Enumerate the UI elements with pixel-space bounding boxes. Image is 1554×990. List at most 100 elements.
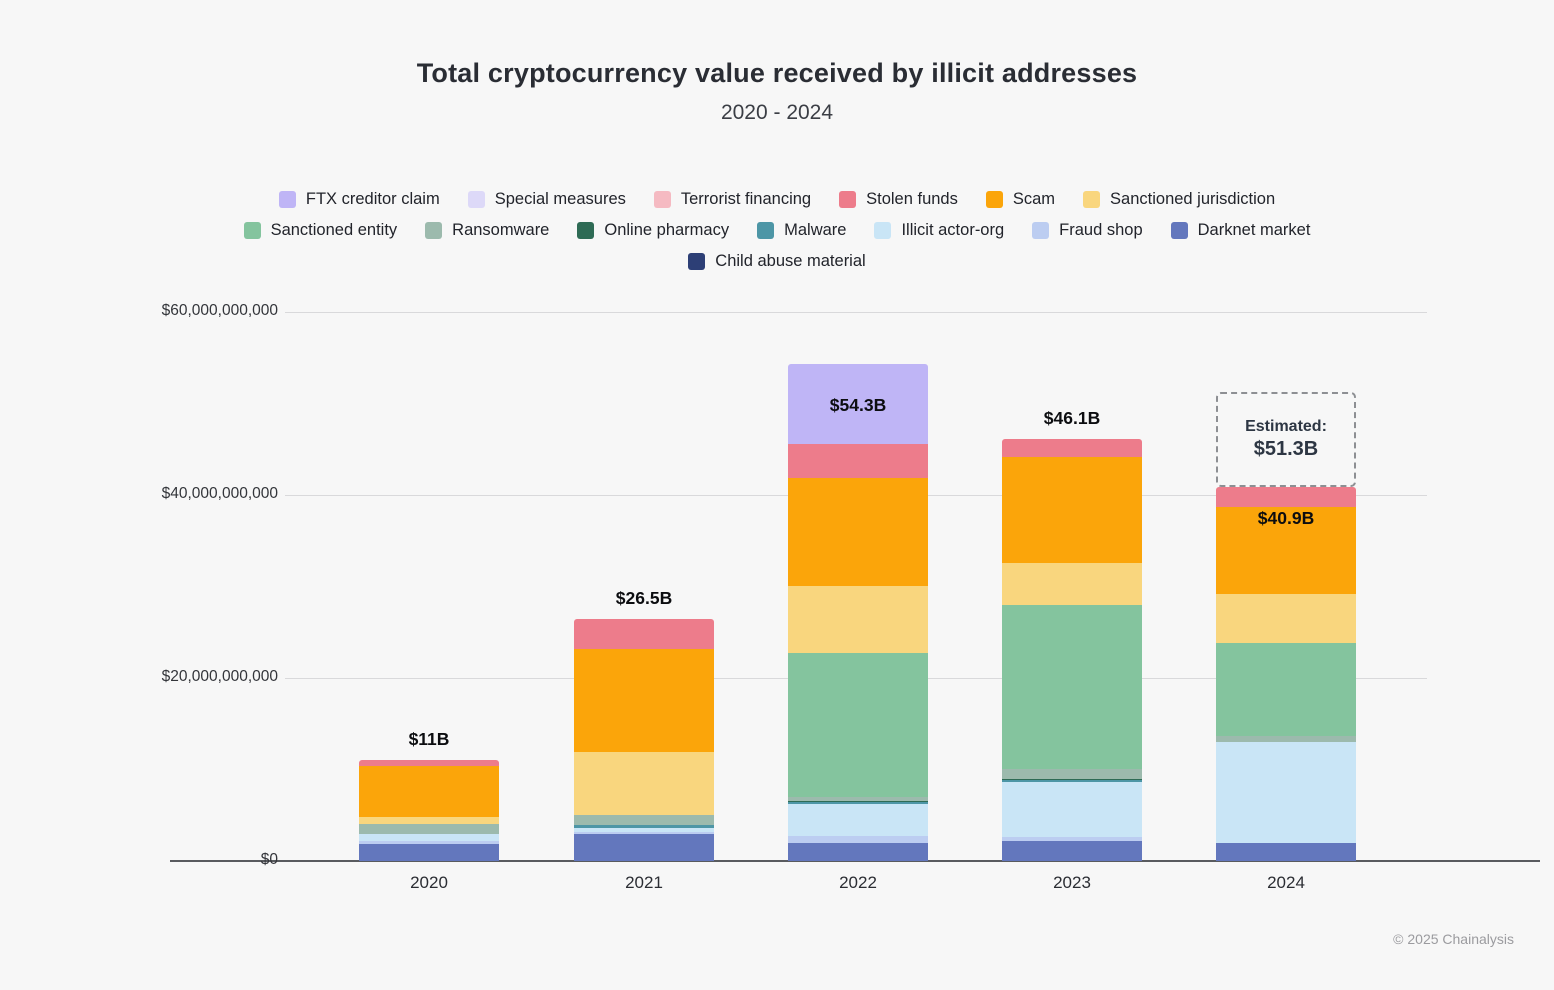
legend-label: Scam [1012,190,1056,208]
bar-segment-2024-sanctioned-jurisdiction[interactable] [1216,593,1356,644]
bar-segment-2024-ransomware[interactable] [1216,735,1356,743]
bar-segment-2021-sanctioned-jurisdiction[interactable] [574,752,714,816]
legend-item-sanctioned-jurisdiction[interactable]: Sanctioned jurisdiction [1083,190,1275,209]
legend-swatch-ransomware [425,222,443,239]
bar-segment-2023-malware[interactable] [1002,780,1142,782]
bar-segment-2020-scam[interactable] [359,765,499,818]
legend-item-child-abuse-material[interactable]: Child abuse material [688,252,866,271]
bar-segment-2022-malware[interactable] [788,802,928,805]
legend-item-online-pharmacy[interactable]: Online pharmacy [577,221,729,240]
legend-item-darknet-market[interactable]: Darknet market [1170,221,1311,240]
legend-label: Special measures [494,190,626,208]
bar-segment-2021-fraud-shop[interactable] [574,832,714,835]
y-axis-tick-label: $40,000,000,000 [161,485,278,502]
legend-swatch-sanctioned-entity [243,222,261,239]
bar-segment-2024-darknet-market[interactable] [1216,842,1356,861]
legend-swatch-malware [757,222,775,239]
chart-title: Total cryptocurrency value received by i… [416,58,1138,88]
y-axis-tick-label: $20,000,000,000 [161,668,278,685]
legend-swatch-online-pharmacy [577,222,595,239]
bar-segment-2022-ftx-creditor-claim[interactable] [788,364,928,444]
legend-item-special-measures[interactable]: Special measures [467,190,626,209]
bar-segment-2020-illicit-actor-org[interactable] [359,834,499,842]
bar-segment-2020-sanctioned-jurisdiction[interactable] [359,817,499,825]
legend-label: Fraud shop [1059,221,1143,239]
legend-item-illicit-actor-org[interactable]: Illicit actor-org [874,221,1004,240]
bar-segment-2022-ransomware[interactable] [788,797,928,802]
legend-row-3: Child abuse material [688,250,866,273]
legend-item-ftx-creditor-claim[interactable]: FTX creditor claim [278,190,440,209]
legend-swatch-illicit-actor-org [874,222,892,239]
bar-segment-2023-illicit-actor-org[interactable] [1002,781,1142,837]
legend-label: Darknet market [1197,221,1311,239]
bar-total-label-2023: $46.1B [1043,408,1101,429]
bar-total-label-2024: $40.9B [1257,507,1315,528]
y-axis-tick-label: $0 [260,851,278,868]
legend-swatch-child-abuse-material [688,253,706,270]
x-axis-label-2024: 2024 [1267,873,1305,892]
bar-segment-2020-darknet-market[interactable] [359,843,499,861]
bar-segment-2023-scam[interactable] [1002,456,1142,563]
bar-segment-2023-fraud-shop[interactable] [1002,836,1142,841]
legend-label: Online pharmacy [604,221,730,239]
bar-total-label-2021: $26.5B [615,587,673,608]
legend-swatch-fraud-shop [1032,222,1050,239]
legend-swatch-special-measures [467,191,485,208]
bar-segment-2022-online-pharmacy[interactable] [788,801,928,803]
legend-item-terrorist-financing[interactable]: Terrorist financing [653,190,811,209]
bar-segment-2023-online-pharmacy[interactable] [1002,778,1142,780]
legend-swatch-sanctioned-jurisdiction [1083,191,1101,208]
estimate-value: $51.3B [1253,437,1319,460]
bar-segment-2023-sanctioned-jurisdiction[interactable] [1002,562,1142,605]
bar-segment-2022-fraud-shop[interactable] [788,836,928,843]
bar-segment-2022-illicit-actor-org[interactable] [788,804,928,837]
legend-label: Stolen funds [866,190,958,208]
legend-item-scam[interactable]: Scam [985,190,1056,209]
legend-row-2: Sanctioned entity Ransomware Online pharma… [243,219,1311,242]
estimate-label: Estimated: [1245,417,1327,435]
bar-segment-2022-scam[interactable] [788,477,928,586]
bar-segment-2021-ransomware[interactable] [574,815,714,825]
x-axis-label-2020: 2020 [410,873,448,892]
bar-segment-2021-malware[interactable] [574,824,714,829]
legend-item-fraud-shop[interactable]: Fraud shop [1032,221,1143,240]
bar-segment-2022-darknet-market[interactable] [788,842,928,861]
bar-segment-2024-illicit-actor-org[interactable] [1216,742,1356,843]
bar-segment-2021-stolen-funds[interactable] [574,618,714,649]
bar-segment-2020-stolen-funds[interactable] [359,760,499,766]
bar-total-label-2022: $54.3B [829,395,887,416]
bar-segment-2022-sanctioned-entity[interactable] [788,652,928,798]
legend-label: Ransomware [452,221,550,239]
chart-subtitle: 2020 - 2024 [720,101,834,124]
legend-item-sanctioned-entity[interactable]: Sanctioned entity [243,221,398,240]
bar-segment-2022-sanctioned-jurisdiction[interactable] [788,585,928,653]
bar-segment-2023-sanctioned-entity[interactable] [1002,604,1142,769]
bar-segment-2024-stolen-funds[interactable] [1216,486,1356,507]
bar-segment-2024-sanctioned-entity[interactable] [1216,643,1356,736]
legend-item-stolen-funds[interactable]: Stolen funds [839,190,958,209]
bar-segment-2020-fraud-shop[interactable] [359,841,499,844]
bar-segment-2022-stolen-funds[interactable] [788,443,928,478]
bar-segment-2021-illicit-actor-org[interactable] [574,828,714,833]
bar-segment-2024-scam[interactable] [1216,506,1356,594]
legend-label: Child abuse material [715,252,866,270]
bar-segment-2023-ransomware[interactable] [1002,768,1142,779]
bar-segment-2020-ransomware[interactable] [359,824,499,835]
y-axis-tick-label: $60,000,000,000 [161,302,278,319]
legend-swatch-ftx-creditor-claim [278,191,296,208]
x-axis-line [170,860,1540,862]
bar-segment-2023-darknet-market[interactable] [1002,840,1142,861]
bar-segment-2021-scam[interactable] [574,648,714,753]
legend-swatch-stolen-funds [839,191,857,208]
copyright-text: © 2025 Chainalysis [1393,931,1514,947]
gridline-60b [285,311,1427,313]
bar-segment-2023-stolen-funds[interactable] [1002,439,1142,457]
legend-label: Sanctioned entity [270,221,398,239]
legend-item-malware[interactable]: Malware [757,221,846,240]
legend-item-ransomware[interactable]: Ransomware [425,221,549,240]
legend-label: Malware [784,221,847,239]
x-axis-label-2022: 2022 [839,873,877,892]
x-axis-label-2023: 2023 [1053,873,1091,892]
bar-segment-2021-darknet-market[interactable] [574,834,714,861]
bar-total-label-2020: $11B [408,729,450,750]
